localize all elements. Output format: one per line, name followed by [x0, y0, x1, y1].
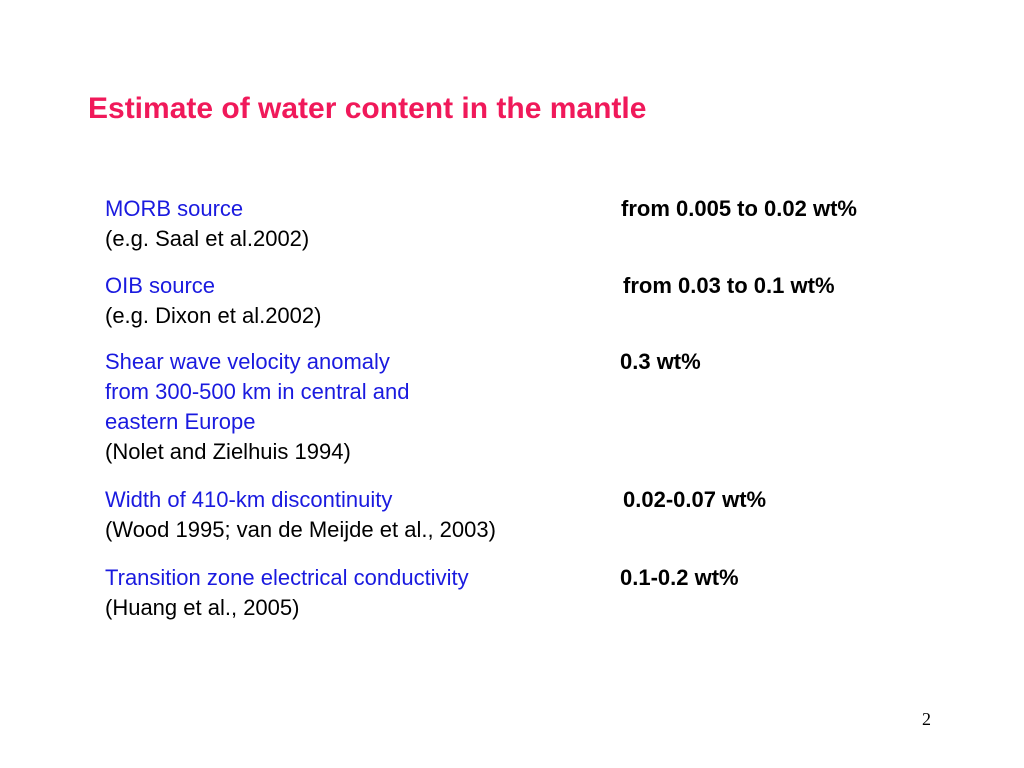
entry-value-transition-zone: 0.1-0.2 wt% [620, 565, 739, 590]
entry-label: Shear wave velocity anomaly [105, 349, 390, 374]
entry-label: from 300-500 km in central and [105, 379, 410, 404]
entry-label: MORB source [105, 196, 244, 221]
entry-reference: (Nolet and Zielhuis 1994) [105, 439, 351, 464]
entry-label: Width of 410-km discontinuity [105, 487, 393, 512]
entry-reference: (e.g. Dixon et al.2002) [105, 303, 322, 328]
entry-label: Transition zone electrical conductivity [105, 565, 469, 590]
entry-value-410: 0.02-0.07 wt% [623, 487, 767, 512]
entry-value-morb: from 0.005 to 0.02 wt% [621, 196, 857, 221]
page-number: 2 [922, 709, 931, 729]
entry-410-discontinuity: Width of 410-km discontinuity (Wood 1995… [105, 485, 496, 545]
entry-reference: (e.g. Saal et al.2002) [105, 226, 310, 251]
entry-morb-source: MORB source (e.g. Saal et al.2002) [105, 194, 309, 254]
entry-reference: (Wood 1995; van de Meijde et al., 2003) [105, 517, 496, 542]
entry-shear-wave: Shear wave velocity anomaly from 300-500… [105, 347, 410, 467]
slide-title: Estimate of water content in the mantle [88, 92, 647, 125]
entry-label: OIB source [105, 273, 216, 298]
entry-label: eastern Europe [105, 409, 256, 434]
entry-reference: (Huang et al., 2005) [105, 595, 300, 620]
entry-value-shear-wave: 0.3 wt% [620, 349, 701, 374]
entry-value-oib: from 0.03 to 0.1 wt% [623, 273, 835, 298]
entry-oib-source: OIB source (e.g. Dixon et al.2002) [105, 271, 321, 331]
entry-transition-zone: Transition zone electrical conductivity … [105, 563, 469, 623]
